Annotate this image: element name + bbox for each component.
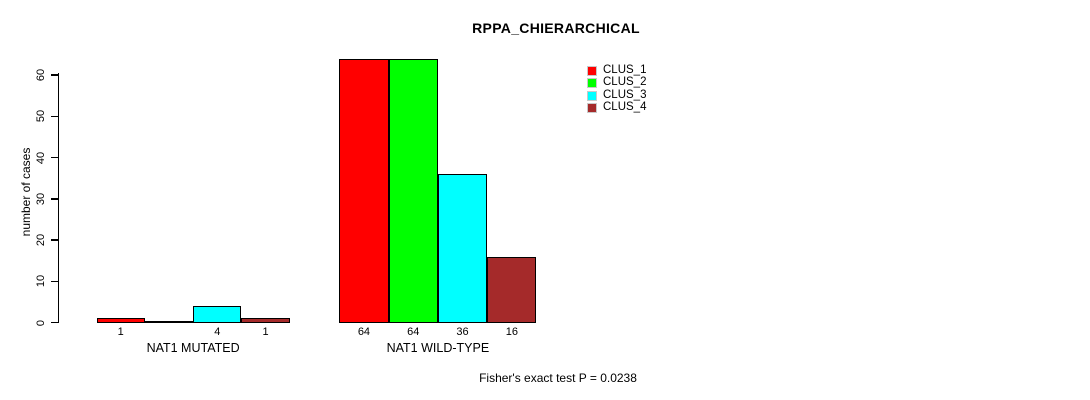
bar-clus_4 <box>241 318 290 323</box>
y-tick-mark <box>51 239 58 241</box>
bar-clus_3 <box>193 306 242 323</box>
bar-clus_4 <box>487 256 537 323</box>
y-axis-line <box>57 73 59 323</box>
y-axis-label: number of cases <box>19 147 33 237</box>
y-tick-mark <box>51 74 58 76</box>
y-tick-label: 60 <box>34 68 47 82</box>
y-tick-mark <box>51 198 58 200</box>
y-tick-mark <box>51 115 58 117</box>
bar-clus_2 <box>144 321 194 323</box>
y-tick-mark <box>51 321 58 324</box>
category-label: NAT1 MUTATED <box>146 341 240 355</box>
chart-title: RPPA_CHIERARCHICAL <box>472 20 640 36</box>
bar-value-label: 36 <box>456 326 469 338</box>
bar-clus_1 <box>339 58 389 323</box>
y-tick-label: 30 <box>34 192 47 205</box>
bar-value-label: 64 <box>407 326 420 338</box>
legend-label: CLUS_2 <box>603 76 647 89</box>
y-tick-mark <box>51 156 58 159</box>
legend-label: CLUS_4 <box>603 101 647 114</box>
legend-swatch-clus_3 <box>587 90 597 101</box>
bar-value-label: 1 <box>262 326 269 338</box>
y-tick-label: 50 <box>34 110 47 123</box>
category-label: NAT1 WILD-TYPE <box>386 341 490 355</box>
bar-value-label: 1 <box>117 326 124 338</box>
bar-clus_1 <box>96 318 145 323</box>
bar-value-label: 64 <box>357 326 371 338</box>
bar-value-label: 4 <box>214 326 221 338</box>
bar-clus_2 <box>388 58 438 323</box>
legend-label: CLUS_3 <box>603 88 647 101</box>
bar-clus_3 <box>437 174 488 323</box>
legend-swatch-clus_4 <box>587 103 597 114</box>
bar-value-label: 16 <box>505 326 518 338</box>
legend-swatch-clus_1 <box>587 65 597 76</box>
legend-swatch-clus_2 <box>587 78 597 89</box>
y-tick-label: 20 <box>34 233 47 247</box>
legend-label: CLUS_1 <box>603 63 647 76</box>
y-tick-mark <box>51 280 58 282</box>
y-tick-label: 0 <box>34 319 47 326</box>
y-tick-label: 10 <box>34 275 47 288</box>
y-tick-label: 40 <box>34 151 47 164</box>
annotation-text: Fisher's exact test P = 0.0238 <box>479 371 637 385</box>
